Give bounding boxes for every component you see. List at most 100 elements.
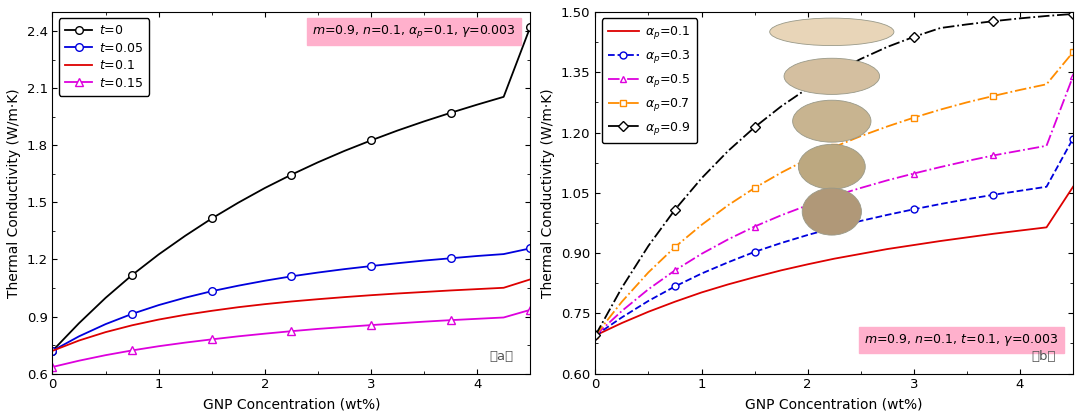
$\alpha_p$=0.5 (854, 186, 867, 191)
$\alpha_p$=0.7 (669, 245, 681, 250)
$t$=0.05 (99, 321, 112, 326)
$t$=0.1 (205, 308, 218, 314)
Ellipse shape (784, 58, 879, 94)
$\alpha_p$=0.1 (774, 268, 787, 273)
X-axis label: GNP Concentration (wt%): GNP Concentration (wt%) (745, 397, 923, 411)
$\alpha_p$=0.7 (801, 156, 814, 161)
$\alpha_p$=0.5 (748, 224, 761, 229)
$\alpha_p$=0.3 (907, 207, 920, 212)
$\alpha_p$=0.3 (1013, 188, 1026, 193)
$t$=0.15 (444, 318, 457, 323)
$t$=0.1 (311, 297, 324, 302)
$\alpha_p$=0.9 (1040, 13, 1053, 18)
$\alpha_p$=0.5 (721, 237, 734, 242)
$\alpha_p$=0.7 (748, 186, 761, 191)
$t$=0 (258, 186, 271, 191)
$\alpha_p$=0.5 (1067, 74, 1080, 79)
$\alpha_p$=0.9 (1013, 16, 1026, 21)
$t$=0.1 (72, 338, 85, 343)
$\alpha_p$=0.5 (669, 268, 681, 273)
$\alpha_p$=0.1 (1067, 184, 1080, 189)
$\alpha_p$=0.5 (642, 287, 654, 292)
$\alpha_p$=0.7 (934, 107, 947, 112)
$\alpha_p$=0.9 (589, 333, 602, 338)
$\alpha_p$=0.3 (616, 315, 629, 320)
$t$=0.05 (418, 258, 431, 263)
$\alpha_p$=0.1 (616, 321, 629, 326)
$\alpha_p$=0.7 (616, 299, 629, 304)
$t$=0.15 (338, 324, 351, 329)
$t$=0.05 (364, 264, 377, 269)
$\alpha_p$=0.1 (960, 235, 973, 240)
$t$=0.15 (285, 329, 298, 334)
$t$=0 (444, 110, 457, 115)
Ellipse shape (798, 144, 865, 189)
$\alpha_p$=0.9 (827, 70, 840, 75)
Legend: $\alpha_p$=0.1, $\alpha_p$=0.3, $\alpha_p$=0.5, $\alpha_p$=0.7, $\alpha_p$=0.9: $\alpha_p$=0.1, $\alpha_p$=0.3, $\alpha_… (602, 18, 698, 143)
$t$=0.1 (258, 302, 271, 307)
$\alpha_p$=0.1 (801, 262, 814, 267)
$\alpha_p$=0.1 (1040, 225, 1053, 230)
$\alpha_p$=0.9 (616, 285, 629, 290)
$\alpha_p$=0.3 (748, 250, 761, 255)
$\alpha_p$=0.1 (748, 275, 761, 280)
$t$=0.05 (205, 289, 218, 294)
$t$=0.1 (391, 291, 404, 296)
$\alpha_p$=0.9 (987, 19, 1000, 24)
$t$=0.05 (391, 261, 404, 266)
$t$=0.1 (285, 299, 298, 304)
$\alpha_p$=0.1 (669, 299, 681, 304)
$\alpha_p$=0.3 (669, 284, 681, 289)
Ellipse shape (770, 18, 894, 46)
$t$=0 (178, 233, 191, 238)
$\alpha_p$=0.7 (642, 270, 654, 275)
$\alpha_p$=0.1 (696, 290, 708, 295)
$\alpha_p$=0.9 (696, 176, 708, 181)
Y-axis label: Thermal Conductivity (W/m·K): Thermal Conductivity (W/m·K) (541, 88, 555, 298)
Legend: $t$=0, $t$=0.05, $t$=0.1, $t$=0.15: $t$=0, $t$=0.05, $t$=0.1, $t$=0.15 (58, 18, 149, 96)
$\alpha_p$=0.5 (827, 194, 840, 199)
$t$=0.15 (125, 348, 138, 353)
$\alpha_p$=0.1 (854, 251, 867, 256)
$\alpha_p$=0.9 (669, 207, 681, 212)
Line: $t$=0.1: $t$=0.1 (53, 279, 530, 351)
$t$=0.15 (311, 326, 324, 331)
$t$=0.05 (524, 246, 537, 251)
$\alpha_p$=0.7 (721, 203, 734, 208)
$\alpha_p$=0.3 (696, 271, 708, 276)
$\alpha_p$=0.5 (696, 251, 708, 256)
$\alpha_p$=0.1 (589, 333, 602, 338)
$t$=0.05 (285, 274, 298, 279)
$\alpha_p$=0.5 (1013, 148, 1026, 153)
$\alpha_p$=0.3 (934, 201, 947, 206)
Ellipse shape (802, 188, 862, 235)
$t$=0.05 (471, 253, 484, 258)
$t$=0 (497, 94, 510, 99)
$\alpha_p$=0.3 (881, 212, 894, 217)
$t$=0 (205, 216, 218, 221)
Line: $t$=0.15: $t$=0.15 (49, 306, 534, 371)
$t$=0.05 (46, 348, 59, 353)
$\alpha_p$=0.5 (987, 153, 1000, 158)
$t$=0 (285, 172, 298, 177)
$t$=0.15 (205, 337, 218, 342)
$\alpha_p$=0.1 (934, 239, 947, 244)
$\alpha_p$=0.3 (1040, 184, 1053, 189)
$\alpha_p$=0.9 (960, 22, 973, 27)
$\alpha_p$=0.9 (881, 44, 894, 49)
$t$=0.05 (178, 295, 191, 300)
$\alpha_p$=0.7 (1067, 50, 1080, 55)
$\alpha_p$=0.3 (721, 260, 734, 265)
$t$=0.15 (497, 315, 510, 320)
Line: $t$=0: $t$=0 (49, 23, 534, 354)
Line: $t$=0.05: $t$=0.05 (49, 245, 534, 354)
$t$=0 (364, 138, 377, 143)
$t$=0 (311, 160, 324, 165)
$t$=0.05 (258, 278, 271, 283)
$\alpha_p$=0.1 (827, 256, 840, 261)
$t$=0.1 (524, 277, 537, 282)
$t$=0.1 (99, 330, 112, 335)
$t$=0.15 (418, 319, 431, 324)
$\alpha_p$=0.7 (696, 222, 708, 227)
$t$=0.1 (471, 287, 484, 292)
